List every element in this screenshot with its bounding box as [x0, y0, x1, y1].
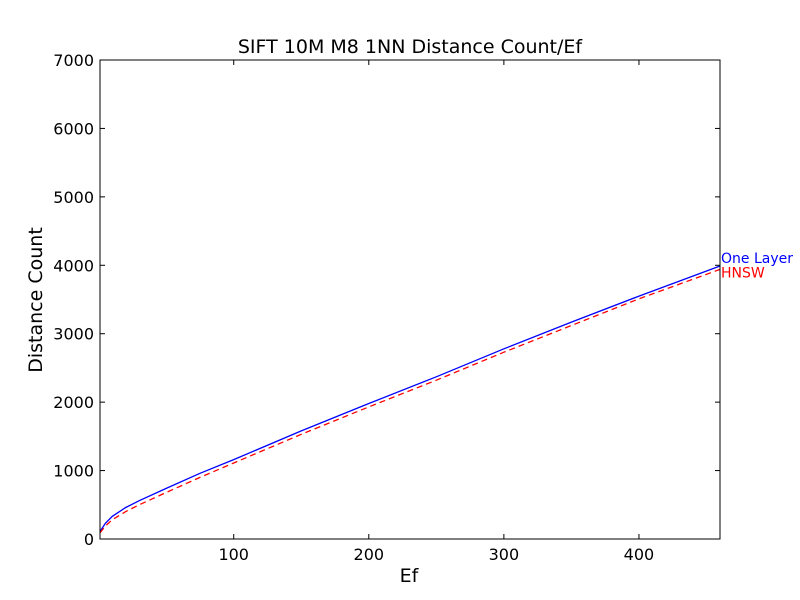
y-tick-label: 5000	[53, 188, 94, 207]
x-tick-label: 300	[489, 545, 520, 564]
y-tick-label: 0	[84, 530, 94, 549]
series-line-one-layer	[99, 265, 721, 532]
axis-ticks: 100 200 300 4000100020003000400050006000700…	[53, 51, 720, 564]
y-tick-label: 3000	[53, 325, 94, 344]
y-tick-label: 1000	[53, 462, 94, 481]
y-tick-label: 4000	[53, 256, 94, 275]
x-axis-label: Ef	[400, 565, 420, 587]
y-tick-label: 2000	[53, 393, 94, 412]
x-tick-label: 400	[624, 545, 655, 564]
y-axis-label: Distance Count	[25, 227, 47, 373]
series-label-one-layer: One Layer	[721, 251, 793, 267]
y-tick-label: 6000	[53, 119, 94, 138]
plot-frame	[99, 59, 721, 540]
chart-title: SIFT 10M M8 1NN Distance Count/Ef	[238, 36, 584, 58]
x-tick-label: 100	[218, 545, 249, 564]
series-label-hnsw: HNSW	[721, 265, 765, 281]
x-tick-label: 200	[354, 545, 385, 564]
y-tick-label: 7000	[53, 51, 94, 70]
series-line-hnsw	[99, 268, 721, 534]
series-lines	[99, 265, 721, 534]
